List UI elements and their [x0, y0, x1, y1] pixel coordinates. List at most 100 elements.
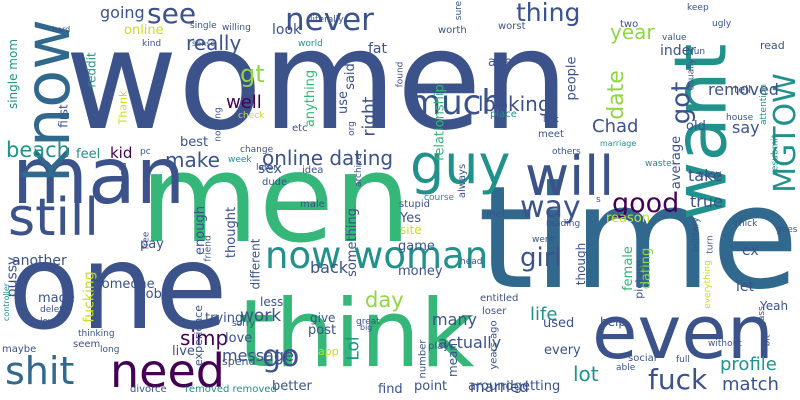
word: though [574, 242, 589, 286]
word: need [110, 344, 225, 398]
word: much [408, 83, 503, 123]
word: without [708, 339, 742, 349]
word: single mom [6, 38, 21, 110]
word: online dating [262, 146, 394, 170]
word: Yes [400, 211, 421, 226]
word: will [525, 145, 615, 208]
word: one [8, 218, 228, 356]
word: Yeah [760, 299, 789, 313]
word: sense [192, 39, 216, 48]
word: course [424, 193, 455, 203]
word: marriage [600, 139, 637, 148]
word: post [308, 323, 337, 338]
word: everything [702, 260, 713, 309]
word: full [676, 355, 690, 365]
word: sex [258, 161, 282, 177]
word: org [346, 121, 357, 136]
word: actually [438, 333, 502, 352]
word: message [222, 346, 294, 365]
word: average [669, 135, 685, 190]
word: low [40, 317, 56, 327]
word: spend [222, 355, 256, 368]
word: week [228, 155, 252, 165]
word: worst [498, 21, 526, 32]
word: said [342, 63, 358, 90]
word: guy [410, 133, 511, 196]
word: every [544, 343, 581, 358]
word: single [190, 21, 217, 31]
word: man [12, 132, 186, 222]
word: waste [645, 159, 672, 169]
word: Chad [592, 116, 639, 137]
word: used [543, 316, 575, 331]
word: aroundgetting [468, 379, 561, 394]
word: made [38, 291, 75, 306]
word: fat [368, 41, 387, 57]
word: let [736, 279, 754, 295]
word: money [398, 264, 443, 279]
word: think [238, 280, 475, 389]
word: relationship [432, 84, 448, 161]
word: sure [454, 0, 465, 21]
word: game [398, 239, 435, 254]
word: seem [73, 339, 101, 350]
word: free [141, 231, 152, 250]
word: went [532, 235, 555, 245]
word: well [226, 92, 262, 113]
word: men [140, 128, 412, 270]
word: always [457, 163, 469, 199]
word: give [310, 311, 336, 325]
word: use [336, 90, 352, 115]
word: house [726, 113, 754, 123]
word: reading [546, 219, 581, 229]
word: day [365, 288, 404, 312]
word: go [262, 339, 300, 374]
word: play [428, 341, 450, 352]
word: someone [95, 277, 155, 292]
word: help [600, 315, 626, 329]
word: long [100, 345, 120, 355]
word: easy [698, 169, 722, 180]
word: keep [687, 3, 709, 13]
word: see [147, 0, 197, 30]
word: hard [52, 25, 71, 34]
word: male [300, 199, 325, 210]
word: gass [756, 306, 767, 327]
word: nothing [213, 107, 224, 142]
word: love [225, 331, 253, 346]
word: first [56, 104, 71, 128]
word: loser [482, 306, 507, 317]
word: beach [6, 138, 70, 162]
word: now woman [265, 234, 489, 277]
word: online [124, 23, 164, 38]
word: reddit [84, 52, 99, 88]
word: pay [140, 237, 164, 252]
word: make [165, 148, 220, 172]
word: live [172, 344, 195, 359]
word: point [414, 379, 448, 394]
word: head [460, 257, 483, 267]
word: etc [292, 123, 308, 134]
word: Lol [343, 336, 364, 361]
word: way [520, 190, 581, 225]
word: military [691, 217, 702, 252]
word: look [272, 22, 302, 38]
word: divorce [130, 384, 167, 395]
word: worth [438, 25, 467, 36]
word: sorry [232, 319, 255, 329]
word: best [180, 135, 209, 150]
word: different [248, 238, 263, 290]
word: thought [224, 206, 240, 259]
word: less [260, 295, 284, 309]
word: resubmit [770, 134, 781, 175]
word: friend [203, 235, 214, 262]
word: still [8, 188, 99, 248]
word: thing [516, 0, 581, 27]
word: fuck [648, 363, 708, 396]
word: site [400, 223, 422, 237]
word: year [610, 20, 655, 44]
word: later [256, 163, 277, 173]
word: profile [720, 354, 777, 375]
word: true [690, 192, 723, 211]
